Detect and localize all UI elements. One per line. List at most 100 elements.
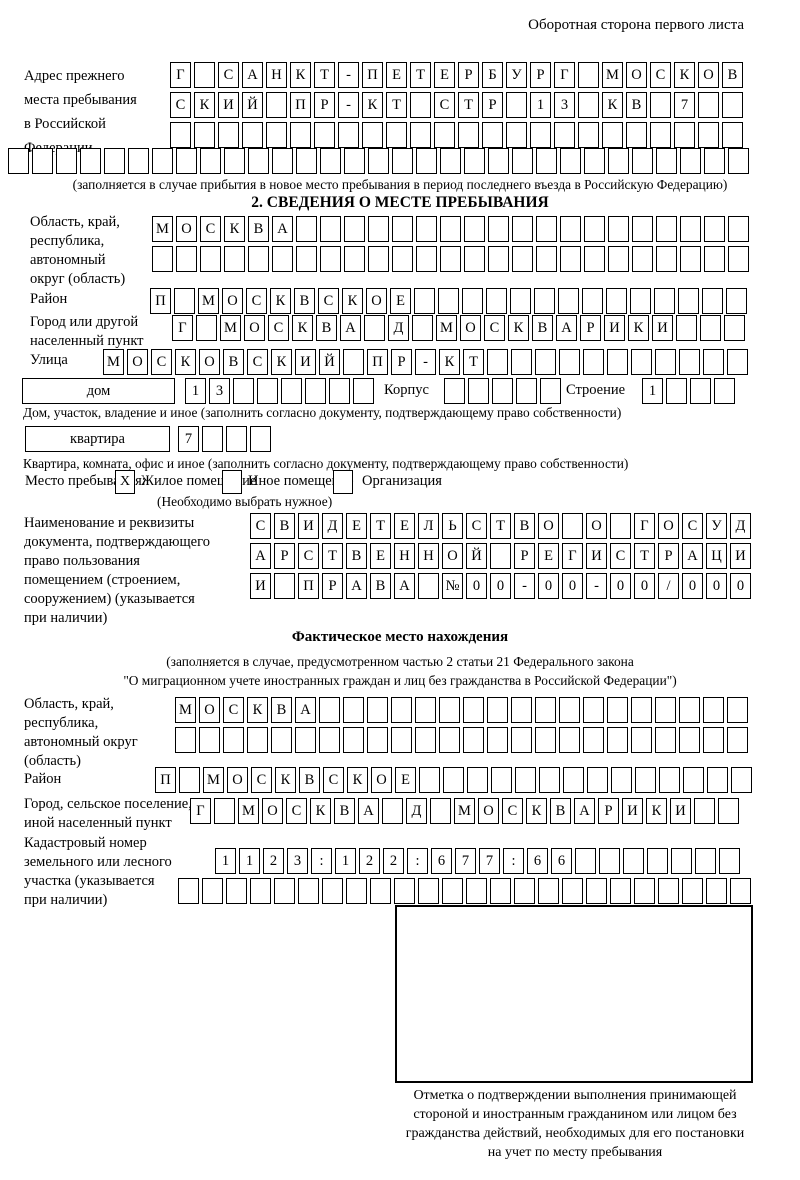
char-box: С bbox=[247, 349, 268, 375]
empty-char-box bbox=[322, 878, 343, 904]
empty-char-box bbox=[353, 378, 374, 404]
empty-char-box bbox=[344, 216, 365, 242]
empty-char-box bbox=[418, 878, 439, 904]
empty-char-box bbox=[679, 349, 700, 375]
empty-char-box bbox=[364, 315, 385, 341]
empty-char-box bbox=[298, 878, 319, 904]
empty-char-box bbox=[467, 767, 488, 793]
empty-char-box bbox=[608, 246, 629, 272]
empty-char-box bbox=[632, 148, 653, 174]
char-box: 7 bbox=[178, 426, 199, 452]
empty-char-box bbox=[671, 848, 692, 874]
char-box: Д bbox=[730, 513, 751, 539]
empty-char-box bbox=[382, 798, 403, 824]
checkbox-zhiloe: X bbox=[115, 470, 135, 494]
char-box: П bbox=[155, 767, 176, 793]
empty-char-box bbox=[512, 148, 533, 174]
empty-char-box bbox=[367, 727, 388, 753]
char-box: 3 bbox=[287, 848, 308, 874]
empty-char-box bbox=[462, 288, 483, 314]
char-box: Г bbox=[554, 62, 575, 88]
empty-char-box bbox=[443, 767, 464, 793]
char-box: О bbox=[199, 349, 220, 375]
char-box: 1 bbox=[530, 92, 551, 118]
empty-char-box bbox=[440, 216, 461, 242]
empty-char-box bbox=[464, 216, 485, 242]
empty-char-box bbox=[468, 378, 489, 404]
empty-char-box bbox=[199, 727, 220, 753]
char-box: К bbox=[362, 92, 383, 118]
char-box: 7 bbox=[455, 848, 476, 874]
empty-char-box bbox=[655, 697, 676, 723]
mesto-note: (Необходимо выбрать нужное) bbox=[157, 494, 333, 509]
char-box: - bbox=[514, 573, 535, 599]
char-box: 0 bbox=[610, 573, 631, 599]
char-box: Г bbox=[562, 543, 583, 569]
char-box: Т bbox=[463, 349, 484, 375]
empty-char-box bbox=[8, 148, 29, 174]
empty-char-box bbox=[674, 122, 695, 148]
dom-caption: Дом, участок, владение и иное (заполнить… bbox=[23, 405, 622, 420]
korpus-row bbox=[444, 378, 561, 404]
char-box: У bbox=[506, 62, 527, 88]
empty-char-box bbox=[290, 122, 311, 148]
char-box: № bbox=[442, 573, 463, 599]
empty-char-box bbox=[706, 878, 727, 904]
empty-char-box bbox=[602, 122, 623, 148]
char-box: К bbox=[224, 216, 245, 242]
empty-char-box bbox=[224, 148, 245, 174]
empty-char-box bbox=[584, 246, 605, 272]
empty-char-box bbox=[511, 349, 532, 375]
char-box: 1 bbox=[185, 378, 206, 404]
char-box: М bbox=[175, 697, 196, 723]
kadastr-label: Кадастровый номер земельного или лесного… bbox=[24, 835, 172, 908]
char-box: К bbox=[310, 798, 331, 824]
empty-char-box bbox=[464, 148, 485, 174]
char-box: О bbox=[127, 349, 148, 375]
empty-char-box bbox=[320, 246, 341, 272]
char-box: К bbox=[508, 315, 529, 341]
empty-char-box bbox=[714, 378, 735, 404]
empty-char-box bbox=[394, 878, 415, 904]
empty-char-box bbox=[250, 426, 271, 452]
empty-char-box bbox=[247, 727, 268, 753]
char-box: Б bbox=[482, 62, 503, 88]
char-box: И bbox=[604, 315, 625, 341]
empty-char-box bbox=[391, 727, 412, 753]
char-box: О bbox=[222, 288, 243, 314]
empty-char-box bbox=[250, 878, 271, 904]
char-box: Н bbox=[418, 543, 439, 569]
s2-oblast-label: Область, край, республика, автономный ок… bbox=[30, 214, 126, 287]
empty-char-box bbox=[226, 426, 247, 452]
empty-char-box bbox=[194, 62, 215, 88]
empty-char-box bbox=[631, 697, 652, 723]
empty-char-box bbox=[562, 513, 583, 539]
char-box: М bbox=[103, 349, 124, 375]
empty-char-box bbox=[444, 378, 465, 404]
char-box: В bbox=[274, 513, 295, 539]
char-box: Г bbox=[172, 315, 193, 341]
doc-row-3: И П Р А В А № 0 0-0 0-0 0/0 0 0 bbox=[250, 573, 751, 599]
korpus-label: Корпус bbox=[384, 382, 429, 398]
char-box: О bbox=[227, 767, 248, 793]
char-box: С bbox=[151, 349, 172, 375]
empty-char-box bbox=[226, 878, 247, 904]
prev-address-row-4 bbox=[8, 148, 749, 174]
char-box: Д bbox=[388, 315, 409, 341]
checkbox-inoe bbox=[222, 470, 242, 494]
char-box: П bbox=[298, 573, 319, 599]
s2-gorod-label: Город или другой населенный пункт bbox=[30, 314, 144, 349]
char-box: Т bbox=[490, 513, 511, 539]
char-box: 2 bbox=[263, 848, 284, 874]
char-box: А bbox=[295, 697, 316, 723]
prev-address-caption: (заполняется в случае прибытия в новое м… bbox=[72, 177, 728, 192]
empty-char-box bbox=[704, 216, 725, 242]
empty-char-box bbox=[583, 727, 604, 753]
empty-char-box bbox=[727, 349, 748, 375]
empty-char-box bbox=[583, 349, 604, 375]
empty-char-box bbox=[536, 246, 557, 272]
